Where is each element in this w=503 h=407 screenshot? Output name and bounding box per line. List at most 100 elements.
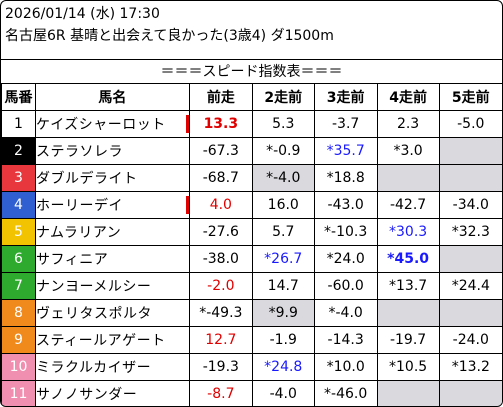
horse-name-text: ホーリーデイ — [35, 198, 123, 214]
speed-index-cell: 12.7 — [188, 326, 253, 354]
speed-index-cell: -19.3 — [188, 353, 253, 381]
speed-index-cell: 5.7 — [251, 218, 315, 246]
horse-name: ミラクルカイザー — [34, 353, 190, 381]
horse-name: ダブルデライト — [34, 164, 190, 192]
horse-name: ヴェリタスポルタ — [34, 299, 190, 327]
race-title: 名古屋6R 基晴と出会えて良かった(3歳4) ダ1500m — [5, 28, 334, 44]
speed-index-cell: *35.7 — [313, 137, 378, 165]
horse-number: 7 — [1, 272, 36, 300]
column-header: 4走前 — [376, 83, 440, 111]
speed-index-cell: 5.3 — [251, 110, 315, 138]
horse-name: ケイズシャーロット — [34, 110, 190, 138]
speed-index-cell — [438, 380, 502, 406]
speed-index-cell: *30.3 — [376, 218, 440, 246]
table-row: 11 サノノサンダー -8.7 -4.0 *-46.0 — [1, 380, 502, 406]
speed-index-cell: -3.7 — [313, 110, 378, 138]
speed-index-cell: *3.0 — [376, 137, 440, 165]
speed-index-cell: *13.2 — [438, 353, 502, 381]
speed-index-cell: -2.0 — [188, 272, 253, 300]
speed-index-cell: -42.7 — [376, 191, 440, 219]
speed-index-cell: -43.0 — [313, 191, 378, 219]
speed-index-cell — [438, 299, 502, 327]
horse-name-text: ダブルデライト — [35, 171, 138, 187]
horse-name: ナムラリアン — [34, 218, 190, 246]
horse-name-text: スティールアゲート — [35, 333, 166, 349]
speed-index-cell: -38.0 — [188, 245, 253, 273]
speed-index-cell: *-4.0 — [313, 299, 378, 327]
speed-index-cell — [438, 137, 502, 165]
speed-index-cell: -8.7 — [188, 380, 253, 406]
horse-name-text: ナンヨーメルシー — [35, 279, 152, 295]
speed-index-cell: *-10.3 — [313, 218, 378, 246]
speed-index-cell: *45.0 — [376, 245, 440, 273]
speed-index-cell — [376, 164, 440, 192]
speed-index-cell — [438, 245, 502, 273]
speed-index-cell: 13.3 — [188, 110, 253, 138]
horse-name: サノノサンダー — [34, 380, 190, 406]
speed-index-cell: *10.5 — [376, 353, 440, 381]
speed-index-cell: -5.0 — [438, 110, 502, 138]
speed-index-cell: -68.7 — [188, 164, 253, 192]
speed-index-cell — [376, 299, 440, 327]
horse-name: ナンヨーメルシー — [34, 272, 190, 300]
horse-number: 3 — [1, 164, 36, 192]
horse-number: 8 — [1, 299, 36, 327]
table-row: 7 ナンヨーメルシー -2.0 14.7 -60.0 *13.7 *24.4 — [1, 272, 502, 300]
race-date-time: 2026/01/14 (水) 17:30 — [5, 6, 160, 22]
table-row: 6 サフィニア -38.0 *26.7 *24.0 *45.0 — [1, 245, 502, 273]
column-header: 5走前 — [438, 83, 502, 111]
horse-name-text: サノノサンダー — [35, 387, 138, 403]
speed-index-cell: *-49.3 — [188, 299, 253, 327]
speed-index-cell: *-46.0 — [313, 380, 378, 406]
horse-name-text: ミラクルカイザー — [35, 360, 152, 376]
table-row: 2 ステラソレラ -67.3 *-0.9 *35.7 *3.0 — [1, 137, 502, 165]
horse-name: サフィニア — [34, 245, 190, 273]
table-row: 5 ナムラリアン -27.6 5.7 *-10.3 *30.3 *32.3 — [1, 218, 502, 246]
column-header: 3走前 — [313, 83, 378, 111]
horse-name: ホーリーデイ — [34, 191, 190, 219]
speed-index-cell — [438, 164, 502, 192]
table-row: 10 ミラクルカイザー -19.3 *24.8 *10.0 *10.5 *13.2 — [1, 353, 502, 381]
speed-index-cell: -60.0 — [313, 272, 378, 300]
speed-index-cell: *13.7 — [376, 272, 440, 300]
speed-index-cell: *9.9 — [251, 299, 315, 327]
column-header: 前走 — [188, 83, 253, 111]
horse-name-text: ケイズシャーロット — [35, 117, 166, 133]
speed-index-cell — [376, 380, 440, 406]
horse-number: 4 — [1, 191, 36, 219]
speed-index-cell: *24.4 — [438, 272, 502, 300]
table-row: 4 ホーリーデイ 4.0 16.0 -43.0 -42.7 -34.0 — [1, 191, 502, 219]
horse-number: 9 — [1, 326, 36, 354]
speed-index-cell: *24.8 — [251, 353, 315, 381]
speed-index-cell: -34.0 — [438, 191, 502, 219]
column-header: 2走前 — [251, 83, 315, 111]
column-header: 馬名 — [34, 83, 190, 111]
speed-index-cell: -1.9 — [251, 326, 315, 354]
speed-index-cell: *24.0 — [313, 245, 378, 273]
table-row: 1 ケイズシャーロット 13.3 5.3 -3.7 2.3 -5.0 — [1, 110, 502, 138]
speed-index-cell: -14.3 — [313, 326, 378, 354]
speed-index-cell: *10.0 — [313, 353, 378, 381]
horse-name: スティールアゲート — [34, 326, 190, 354]
horse-number: 10 — [1, 353, 36, 381]
horse-number: 1 — [1, 110, 36, 138]
horse-number: 5 — [1, 218, 36, 246]
speed-index-cell: -19.7 — [376, 326, 440, 354]
speed-index-cell: -24.0 — [438, 326, 502, 354]
table-row: 9 スティールアゲート 12.7 -1.9 -14.3 -19.7 -24.0 — [1, 326, 502, 354]
horse-name-text: ナムラリアン — [35, 225, 122, 241]
speed-index-cell: -67.3 — [188, 137, 253, 165]
horse-name: ステラソレラ — [34, 137, 190, 165]
speed-index-cell: 2.3 — [376, 110, 440, 138]
speed-index-cell: 16.0 — [251, 191, 315, 219]
table-header-row: 馬番 馬名 前走 2走前 3走前 4走前 5走前 — [1, 83, 502, 111]
table-row: 8 ヴェリタスポルタ *-49.3 *9.9 *-4.0 — [1, 299, 502, 327]
speed-index-cell: -4.0 — [251, 380, 315, 406]
speed-index-table: 馬番 馬名 前走 2走前 3走前 4走前 5走前 1 ケイズシャーロット 13.3 5… — [1, 83, 502, 406]
horse-name-text: サフィニア — [35, 252, 109, 268]
speed-index-cell: *-0.9 — [251, 137, 315, 165]
speed-index-cell: *26.7 — [251, 245, 315, 273]
horse-number: 2 — [1, 137, 36, 165]
table-banner: ＝＝＝スピード指数表＝＝＝ — [1, 59, 502, 84]
